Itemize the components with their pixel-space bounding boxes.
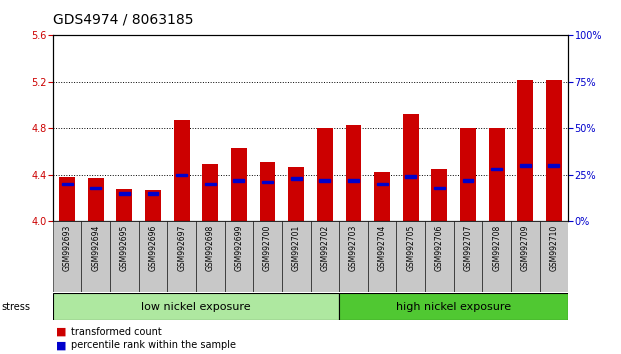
Text: GSM992697: GSM992697 — [177, 225, 186, 271]
Text: percentile rank within the sample: percentile rank within the sample — [71, 341, 237, 350]
Bar — [317, 128, 333, 221]
Bar — [117, 189, 132, 221]
Text: GSM992705: GSM992705 — [406, 225, 415, 271]
Bar — [253, 221, 282, 292]
Bar — [176, 173, 187, 176]
Bar — [61, 183, 73, 185]
Text: high nickel exposure: high nickel exposure — [396, 302, 511, 312]
Bar — [225, 221, 253, 292]
Bar — [377, 183, 388, 185]
Bar — [288, 167, 304, 221]
Bar — [406, 175, 416, 178]
Bar — [396, 221, 425, 292]
Bar — [548, 164, 560, 167]
Bar — [90, 187, 101, 189]
Bar — [138, 221, 167, 292]
Text: GSM992708: GSM992708 — [492, 225, 501, 271]
Text: GSM992700: GSM992700 — [263, 225, 272, 271]
Bar — [202, 164, 218, 221]
Bar — [403, 114, 419, 221]
Bar — [53, 221, 81, 292]
Bar — [517, 80, 533, 221]
Text: stress: stress — [1, 302, 30, 312]
Bar — [546, 80, 562, 221]
Text: GSM992701: GSM992701 — [292, 225, 301, 271]
Bar — [59, 177, 75, 221]
Bar — [368, 221, 396, 292]
Bar — [339, 221, 368, 292]
Bar — [491, 168, 502, 171]
Bar — [233, 179, 244, 182]
Bar — [174, 120, 189, 221]
Bar — [231, 148, 247, 221]
Text: GSM992709: GSM992709 — [521, 225, 530, 271]
Text: GSM992710: GSM992710 — [550, 225, 558, 271]
Bar — [88, 178, 104, 221]
Bar — [374, 172, 390, 221]
Bar — [282, 221, 310, 292]
Text: GSM992703: GSM992703 — [349, 225, 358, 271]
Text: GSM992707: GSM992707 — [463, 225, 473, 271]
Text: GSM992695: GSM992695 — [120, 225, 129, 271]
Bar — [463, 179, 473, 182]
Bar — [454, 221, 483, 292]
Bar — [145, 190, 161, 221]
Text: GSM992694: GSM992694 — [91, 225, 100, 271]
Bar — [434, 187, 445, 189]
Bar — [262, 181, 273, 183]
Bar — [110, 221, 138, 292]
Bar — [205, 183, 215, 185]
Bar — [196, 221, 225, 292]
Bar — [483, 221, 511, 292]
Bar — [489, 128, 504, 221]
Bar — [540, 221, 568, 292]
Bar — [425, 221, 454, 292]
Bar — [167, 221, 196, 292]
Bar — [345, 125, 361, 221]
Bar — [119, 192, 130, 195]
Bar — [319, 179, 330, 182]
Bar — [460, 128, 476, 221]
Bar — [339, 293, 568, 320]
Text: GSM992702: GSM992702 — [320, 225, 329, 271]
Bar — [520, 164, 531, 167]
Text: transformed count: transformed count — [71, 327, 162, 337]
Bar — [348, 179, 359, 182]
Text: ■: ■ — [56, 327, 66, 337]
Text: low nickel exposure: low nickel exposure — [141, 302, 251, 312]
Text: GSM992704: GSM992704 — [378, 225, 387, 271]
Bar — [53, 293, 339, 320]
Text: ■: ■ — [56, 341, 66, 350]
Bar — [511, 221, 540, 292]
Bar — [310, 221, 339, 292]
Text: GSM992706: GSM992706 — [435, 225, 444, 271]
Text: GDS4974 / 8063185: GDS4974 / 8063185 — [53, 12, 193, 27]
Bar — [260, 162, 276, 221]
Bar — [148, 192, 158, 195]
Text: GSM992698: GSM992698 — [206, 225, 215, 271]
Bar — [291, 177, 302, 180]
Text: GSM992699: GSM992699 — [234, 225, 243, 271]
Bar — [81, 221, 110, 292]
Bar — [432, 169, 447, 221]
Text: GSM992696: GSM992696 — [148, 225, 158, 271]
Text: GSM992693: GSM992693 — [63, 225, 71, 271]
